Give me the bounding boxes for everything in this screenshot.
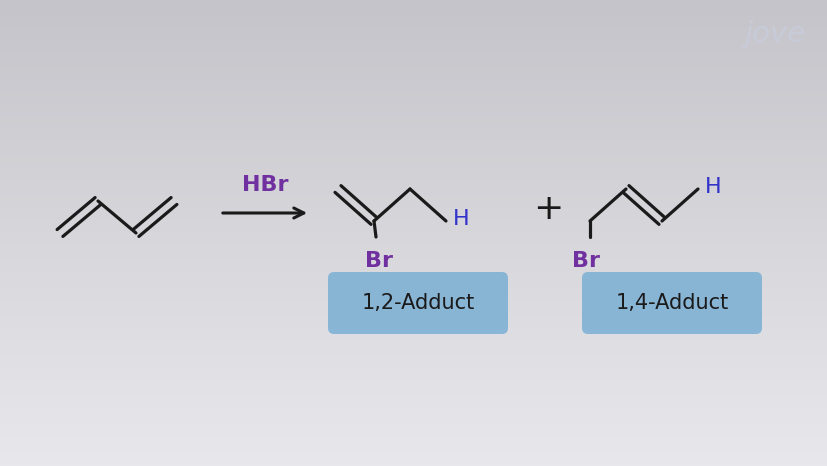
Text: Br: Br xyxy=(365,251,393,271)
Text: HBr: HBr xyxy=(241,175,288,195)
Text: Br: Br xyxy=(571,251,600,271)
Text: H: H xyxy=(452,209,469,229)
Text: 1,4-Adduct: 1,4-Adduct xyxy=(614,293,728,313)
Text: 1,2-Adduct: 1,2-Adduct xyxy=(361,293,474,313)
Text: jove: jove xyxy=(743,20,805,48)
FancyBboxPatch shape xyxy=(327,272,508,334)
FancyBboxPatch shape xyxy=(581,272,761,334)
Text: H: H xyxy=(704,177,721,197)
Text: +: + xyxy=(532,192,562,226)
